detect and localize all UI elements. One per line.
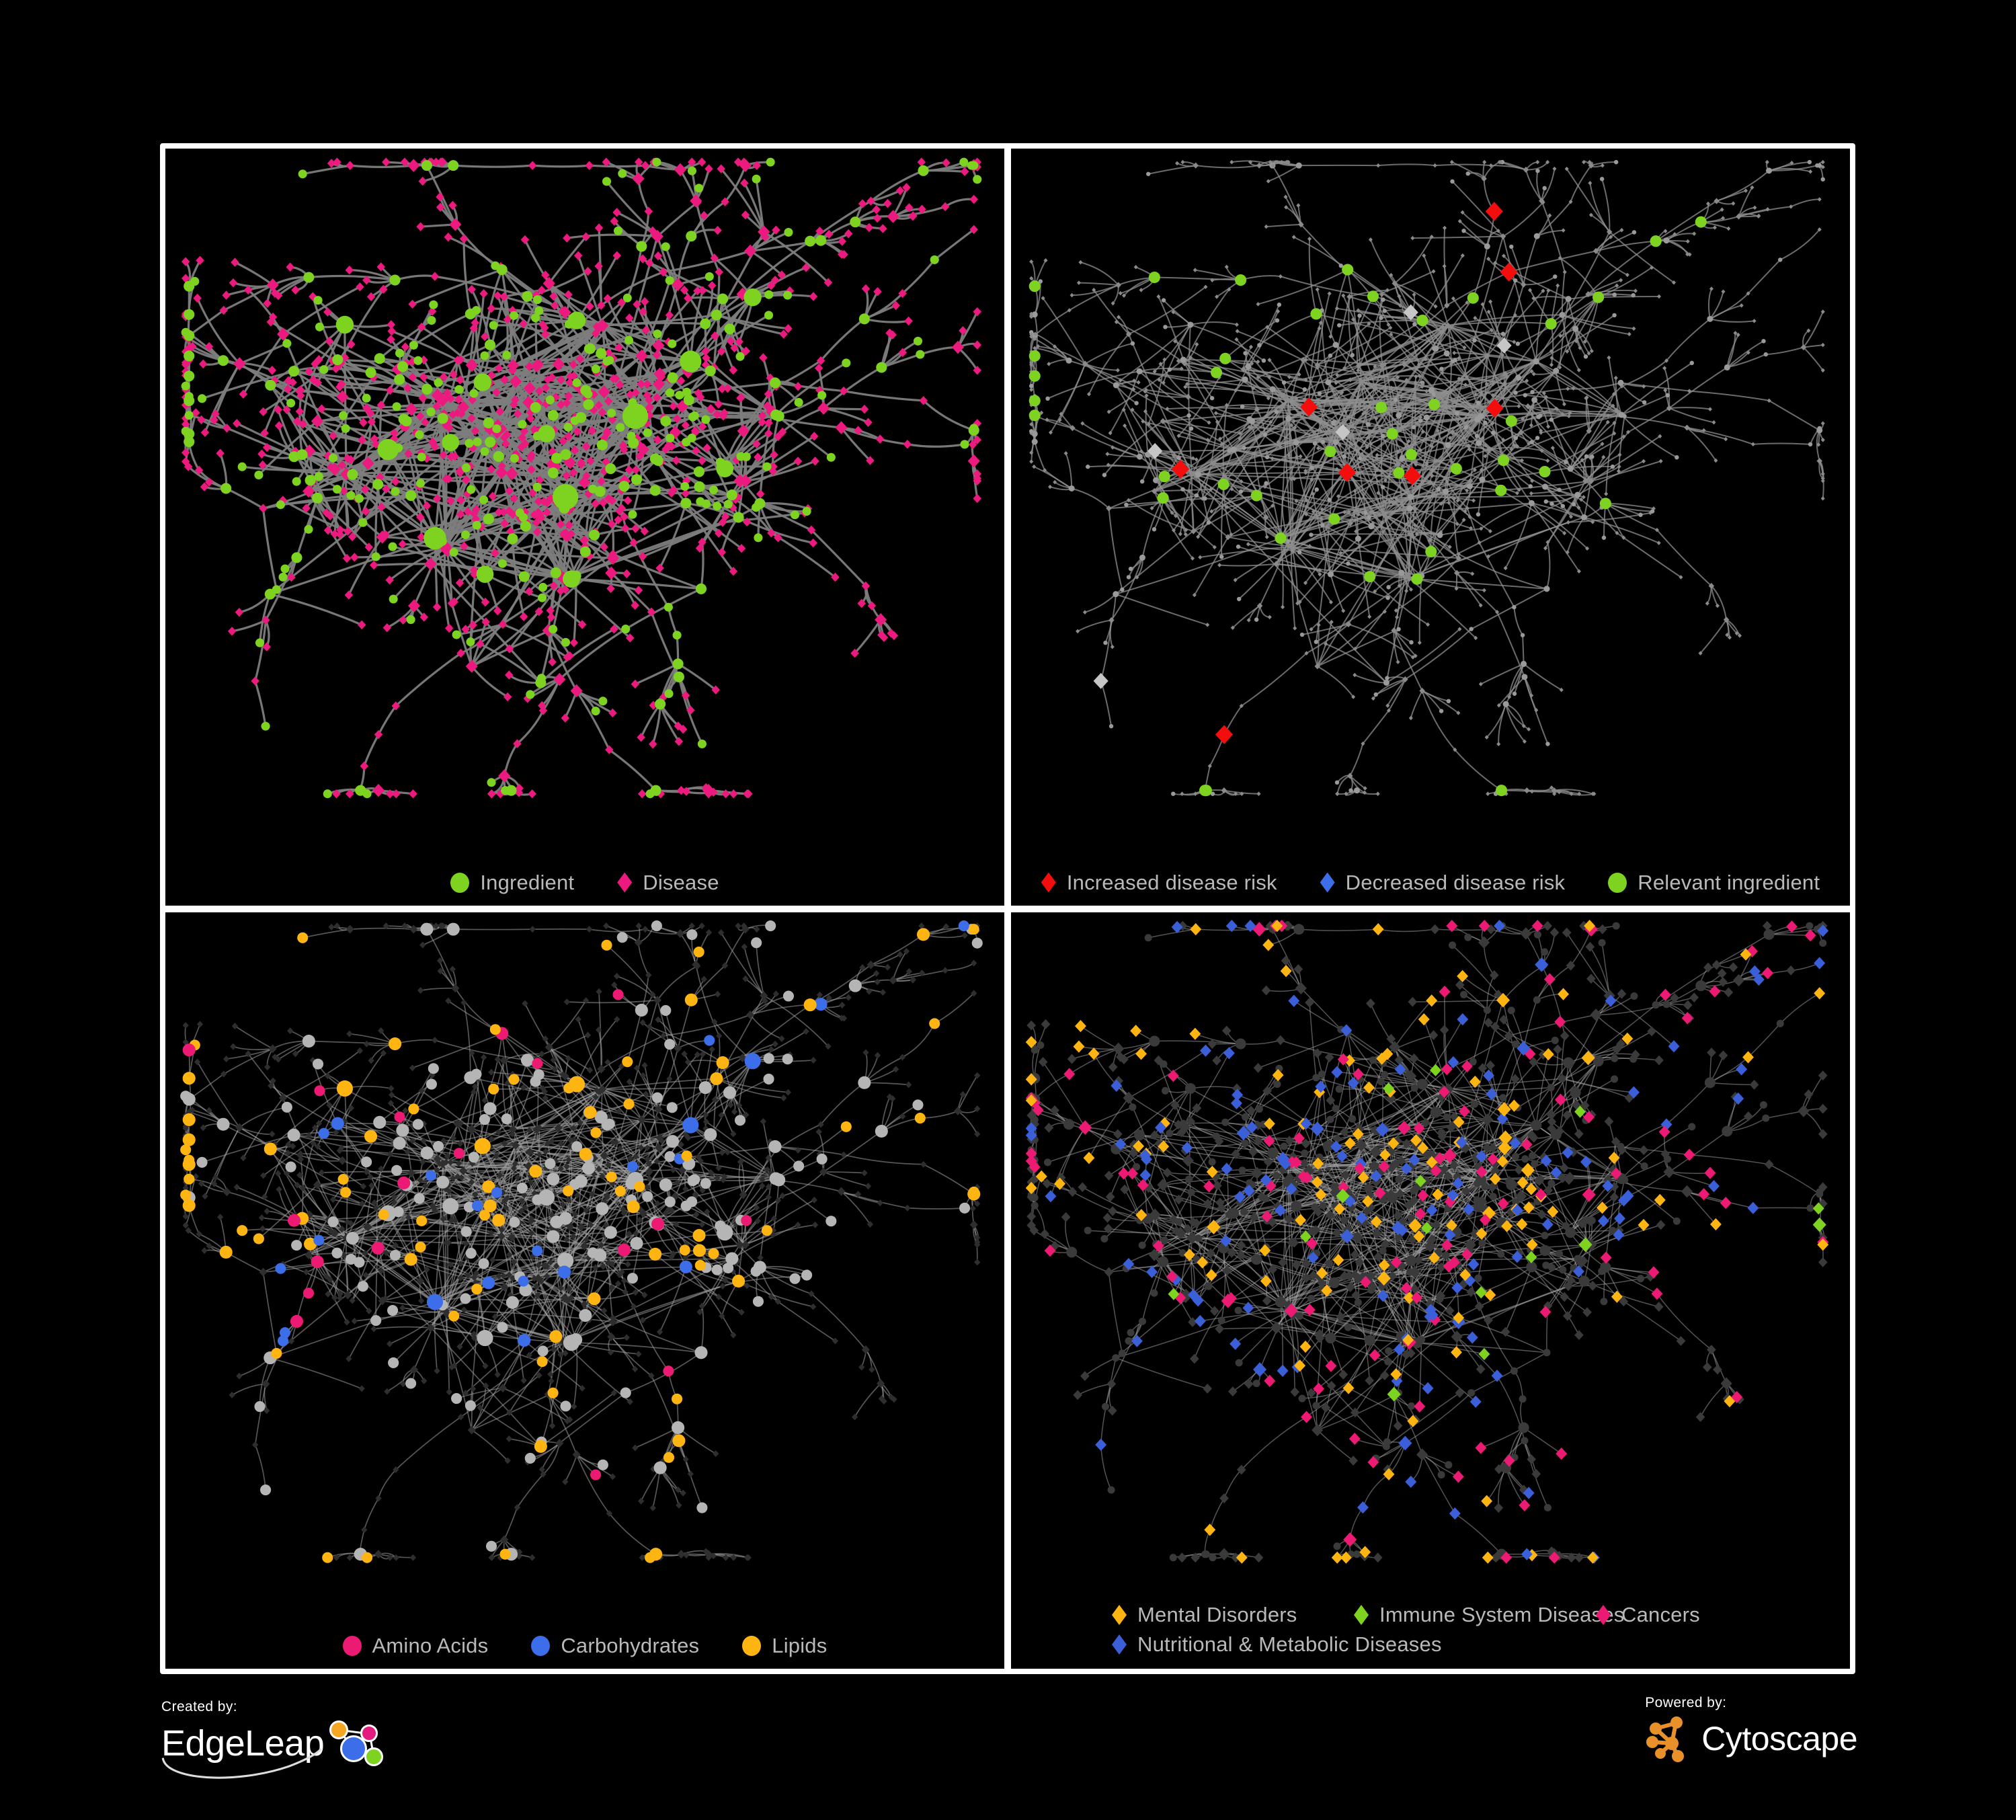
edgeleap-node-orange <box>329 1720 349 1739</box>
powered-by-label: Powered by: <box>1645 1695 1727 1710</box>
network-canvas-2[interactable] <box>1011 149 1850 906</box>
edgeleap-branding[interactable]: Created by: EdgeLeap <box>161 1699 386 1779</box>
panel-disease-risk[interactable]: Increased disease risk Decreased disease… <box>1011 149 1850 906</box>
edgeleap-node-green <box>364 1747 384 1766</box>
network-canvas-4[interactable] <box>1011 912 1850 1669</box>
cytoscape-wordmark: Cytoscape <box>1701 1720 1857 1757</box>
network-canvas-1[interactable] <box>165 149 1004 906</box>
cytoscape-node-graph-icon <box>1645 1714 1695 1764</box>
panel-ingredient-class[interactable]: Amino Acids Carbohydrates Lipids <box>165 912 1004 1669</box>
edgeleap-node-graph-icon <box>321 1718 386 1769</box>
network-figure-grid: Ingredient Disease Increased disease ris… <box>160 143 1855 1674</box>
figure-footer: Created by: EdgeLeap Powere <box>0 1677 2016 1820</box>
network-canvas-3[interactable] <box>165 912 1004 1669</box>
edgeleap-wordmark: EdgeLeap <box>161 1723 325 1764</box>
created-by-label: Created by: <box>161 1699 237 1714</box>
panel-disease-class[interactable]: Mental Disorders Immune System Diseases … <box>1011 912 1850 1669</box>
edgeleap-node-pink <box>360 1725 378 1742</box>
edgeleap-node-blue <box>340 1735 368 1762</box>
panel-ingredient-disease[interactable]: Ingredient Disease <box>165 149 1004 906</box>
cytoscape-branding[interactable]: Powered by: <box>1645 1695 1857 1764</box>
